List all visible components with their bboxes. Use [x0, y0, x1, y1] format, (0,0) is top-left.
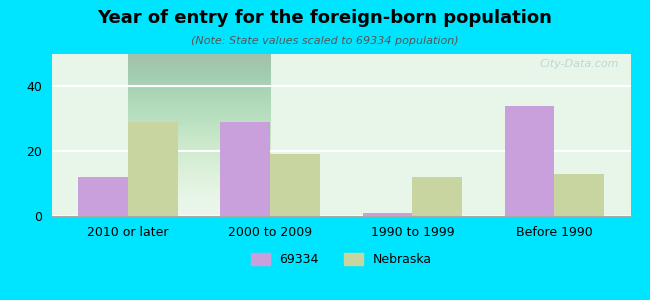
Bar	[554, 174, 604, 216]
Bar	[270, 154, 320, 216]
Text: Year of entry for the foreign-born population: Year of entry for the foreign-born popul…	[98, 9, 552, 27]
Bar	[128, 122, 178, 216]
Bar	[220, 122, 270, 216]
Bar	[363, 213, 412, 216]
Bar	[78, 177, 128, 216]
Bar	[412, 177, 462, 216]
Bar	[504, 106, 554, 216]
Legend: 69334, Nebraska: 69334, Nebraska	[246, 248, 437, 271]
Text: City-Data.com: City-Data.com	[540, 59, 619, 69]
Text: (Note: State values scaled to 69334 population): (Note: State values scaled to 69334 popu…	[191, 36, 459, 46]
